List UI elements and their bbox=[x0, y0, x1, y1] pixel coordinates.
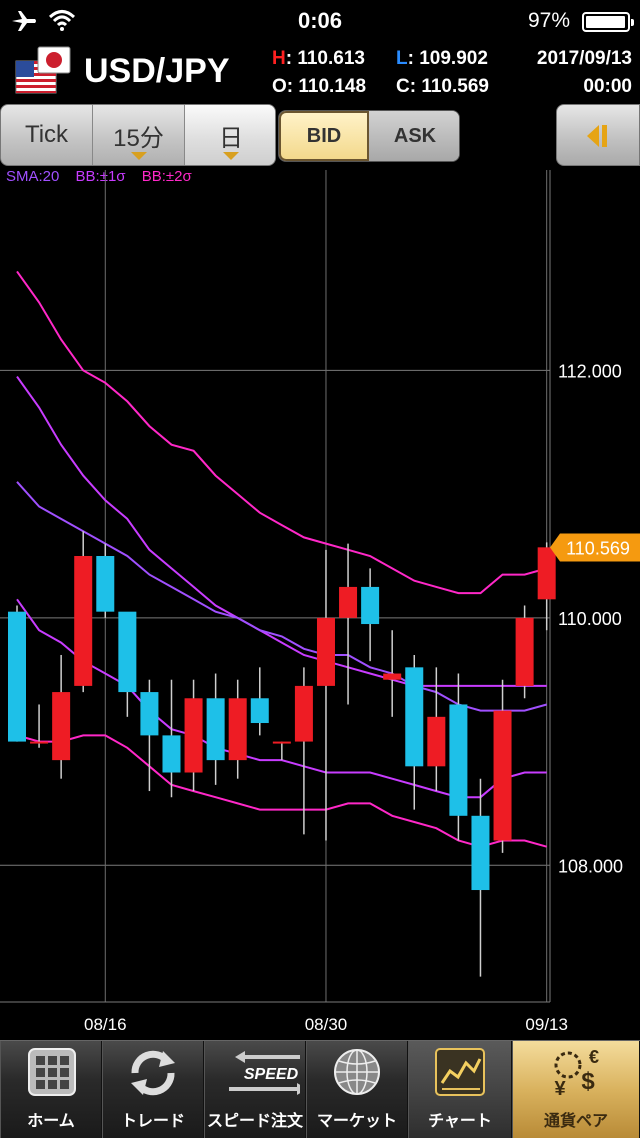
bb2-legend: BB:±2σ bbox=[141, 168, 192, 185]
candle-up bbox=[294, 685, 313, 742]
panel-toggle-button[interactable] bbox=[556, 104, 640, 166]
tab-label: 通貨ペア bbox=[543, 1113, 608, 1130]
airplane-icon bbox=[12, 11, 36, 31]
tab-chart[interactable]: チャート bbox=[408, 1041, 512, 1138]
candle-up bbox=[272, 741, 291, 744]
y-tick-label: 110.000 bbox=[558, 609, 622, 629]
candle-up bbox=[74, 555, 93, 686]
current-price-label: 110.569 bbox=[566, 538, 630, 558]
chart-date: 2017/09/13 bbox=[536, 48, 632, 69]
speed-arrows-icon: SPEED bbox=[229, 1051, 300, 1095]
refresh-arrows-icon bbox=[131, 1050, 175, 1096]
candle-up bbox=[30, 741, 49, 744]
candle-down bbox=[206, 698, 225, 761]
battery-icon bbox=[582, 12, 634, 32]
interval-dropdown[interactable]: 15分 bbox=[93, 105, 185, 165]
candle-up bbox=[52, 692, 71, 761]
close-value: C: 110.569 bbox=[396, 76, 489, 97]
candle-down bbox=[96, 555, 115, 612]
open-value: O: 110.148 bbox=[272, 76, 367, 97]
candle-up bbox=[537, 547, 556, 600]
candle-up bbox=[339, 586, 358, 618]
candle-down bbox=[405, 667, 424, 767]
chart-toolbar: Tick 15分 日 BID ASK bbox=[0, 104, 640, 166]
high-label: H bbox=[272, 48, 286, 69]
speed-badge: SPEED bbox=[244, 1066, 299, 1083]
bb1-legend: BB:±1σ bbox=[75, 168, 126, 185]
tab-trade[interactable]: トレード bbox=[102, 1041, 204, 1138]
gold-left-arrow-icon bbox=[587, 125, 607, 147]
candle-down bbox=[118, 611, 137, 693]
candle-up bbox=[515, 617, 534, 686]
x-tick-label: 09/13 bbox=[525, 1015, 568, 1034]
yen-symbol: ¥ bbox=[554, 1078, 566, 1100]
candle-down bbox=[250, 698, 269, 724]
y-tick-label: 108.000 bbox=[558, 856, 623, 876]
pair-header: USD/JPY H: 110.613 L: 109.902 2017/09/13… bbox=[0, 40, 640, 102]
currency-pair-title: USD/JPY bbox=[84, 52, 230, 90]
chart-icon bbox=[435, 1048, 485, 1096]
dollar-symbol: $ bbox=[581, 1068, 595, 1095]
tab-label: マーケット bbox=[316, 1113, 397, 1130]
tab-speed-order[interactable]: SPEED スピード注文 bbox=[204, 1041, 306, 1138]
bid-ask-toggle: BID ASK bbox=[278, 110, 460, 162]
x-tick-label: 08/16 bbox=[84, 1015, 127, 1034]
status-bar: 0:06 97% bbox=[0, 0, 640, 40]
sma-legend: SMA:20 bbox=[6, 168, 60, 185]
high-value: H: 110.613 bbox=[272, 48, 365, 69]
status-time: 0:06 bbox=[297, 8, 343, 33]
x-tick-label: 08/30 bbox=[305, 1015, 348, 1034]
candlestick-chart[interactable]: 112.000 110.000 108.000 08/16 08/30 09/13 110.… bbox=[0, 170, 640, 1040]
low-label: L bbox=[396, 48, 408, 69]
chart-time: 00:00 bbox=[583, 76, 632, 97]
bid-button[interactable]: BID bbox=[279, 111, 369, 161]
dropdown-caret-icon bbox=[223, 152, 239, 160]
period-selector: Tick 15分 日 bbox=[0, 104, 276, 166]
tab-label: ホーム bbox=[27, 1113, 75, 1130]
ask-button[interactable]: ASK bbox=[369, 111, 459, 161]
interval-label: 15分 bbox=[113, 124, 164, 152]
tab-label: チャート bbox=[428, 1113, 492, 1130]
tab-home[interactable]: ホーム bbox=[0, 1041, 102, 1138]
candle-up bbox=[493, 710, 512, 841]
dropdown-caret-icon bbox=[130, 152, 147, 160]
currency-icon: € ¥ $ bbox=[554, 1047, 599, 1100]
tick-button[interactable]: Tick bbox=[1, 105, 93, 165]
period-label: 日 bbox=[219, 124, 243, 152]
candle-up bbox=[316, 617, 335, 686]
candle-up bbox=[184, 698, 203, 773]
indicator-legend: SMA:20 BB:±1σ BB:±2σ bbox=[6, 168, 204, 185]
wifi-icon bbox=[48, 10, 76, 31]
tab-market[interactable]: マーケット bbox=[306, 1041, 408, 1138]
low-value: L: 109.902 bbox=[396, 48, 488, 69]
candle-down bbox=[449, 704, 468, 816]
candle-down bbox=[162, 735, 181, 773]
bb-upper-2sigma-line bbox=[16, 270, 547, 595]
tab-label: トレード bbox=[120, 1113, 185, 1130]
euro-symbol: € bbox=[589, 1047, 599, 1067]
bottom-tab-bar: ホーム トレード SPEED スピード注文 マーケット bbox=[0, 1040, 640, 1138]
tab-currency-pair[interactable]: € ¥ $ 通貨ペア bbox=[512, 1041, 640, 1138]
battery-percent: 97% bbox=[527, 9, 570, 32]
daily-period-dropdown[interactable]: 日 bbox=[185, 105, 275, 165]
grid-icon bbox=[28, 1048, 76, 1096]
candle-up bbox=[383, 673, 402, 680]
current-price-tag bbox=[550, 533, 640, 562]
y-tick-label: 112.000 bbox=[558, 361, 622, 381]
bb-upper-1sigma-line bbox=[16, 376, 547, 687]
tab-label: スピード注文 bbox=[206, 1113, 303, 1130]
candle-up bbox=[228, 698, 247, 761]
candle-down bbox=[471, 815, 490, 891]
candle-down bbox=[8, 611, 26, 742]
candle-down bbox=[140, 692, 159, 736]
candle-up bbox=[427, 716, 446, 767]
globe-icon bbox=[334, 1049, 380, 1095]
us-japan-flag-icon[interactable] bbox=[14, 45, 72, 97]
candle-down bbox=[361, 586, 380, 625]
